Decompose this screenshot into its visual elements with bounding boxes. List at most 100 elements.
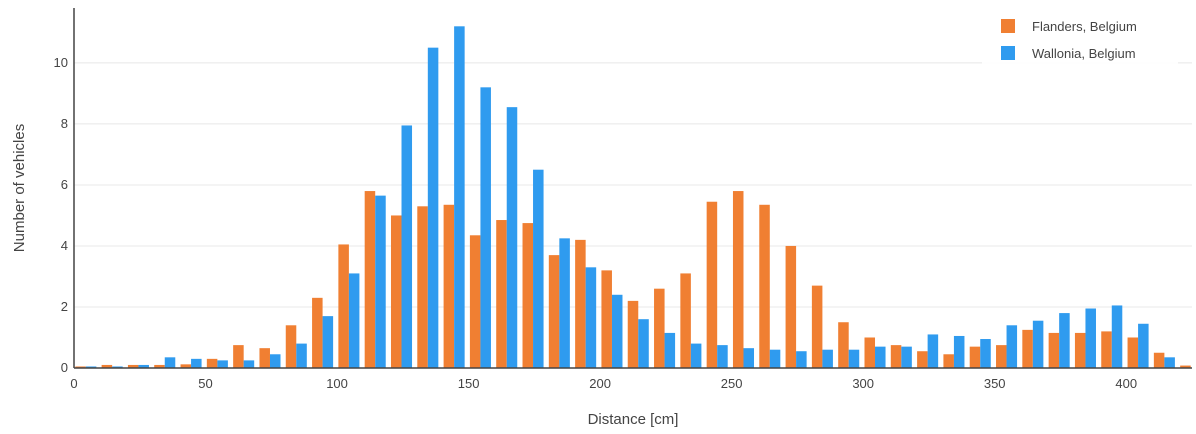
bar — [533, 169, 544, 368]
bars-group — [75, 26, 1191, 369]
bar — [654, 288, 665, 368]
bar — [348, 273, 360, 368]
bar — [1164, 357, 1175, 368]
bar — [285, 325, 297, 368]
bar — [638, 319, 649, 368]
bar — [469, 235, 481, 368]
bar — [1048, 332, 1060, 368]
bar — [443, 204, 455, 368]
bar — [401, 125, 413, 368]
bar — [1059, 313, 1070, 368]
bar — [1032, 320, 1044, 368]
legend-swatch-wallonia — [1001, 46, 1015, 60]
bar — [1006, 325, 1018, 368]
bar — [980, 339, 991, 368]
bar — [732, 191, 744, 368]
bar — [917, 351, 928, 368]
legend-label-wallonia: Wallonia, Belgium — [1032, 46, 1136, 61]
bar — [312, 297, 323, 368]
bar — [890, 345, 902, 368]
bar — [127, 364, 139, 368]
bar — [243, 360, 255, 368]
y-tick-label: 10 — [54, 55, 68, 70]
bar — [769, 349, 781, 368]
legend-swatch-flanders — [1001, 19, 1015, 33]
bar — [1074, 332, 1086, 368]
bar — [927, 334, 939, 368]
y-tick-label: 0 — [61, 360, 68, 375]
bar — [427, 47, 439, 369]
bar — [269, 354, 281, 368]
bar — [322, 316, 334, 368]
x-tick-label: 250 — [721, 376, 743, 391]
x-tick-label: 350 — [984, 376, 1006, 391]
bar — [338, 244, 349, 368]
bar — [1180, 365, 1191, 368]
bar — [506, 107, 518, 369]
y-tick-label: 8 — [61, 116, 68, 131]
y-gridlines — [74, 62, 1192, 308]
x-tick-label: 150 — [458, 376, 480, 391]
bar — [390, 215, 402, 368]
bar — [1022, 329, 1033, 368]
bar — [785, 245, 797, 368]
bar — [822, 349, 833, 368]
y-tick-labels: 0 2 4 6 8 10 — [54, 55, 68, 375]
bar — [217, 360, 228, 368]
bar — [943, 354, 954, 368]
bar — [1153, 352, 1165, 368]
bar — [1101, 331, 1112, 368]
bar — [601, 270, 612, 368]
bar — [154, 364, 165, 368]
bar — [559, 238, 570, 368]
bar — [233, 345, 244, 368]
bar — [364, 191, 376, 368]
bar — [611, 294, 623, 368]
bar — [996, 345, 1007, 368]
axes — [73, 8, 1192, 369]
y-axis-title: Number of vehicles — [11, 124, 28, 252]
y-tick-label: 6 — [61, 177, 68, 192]
bar — [1127, 337, 1139, 368]
bar — [969, 346, 981, 368]
bar — [180, 364, 192, 368]
x-axis-title: Distance [cm] — [588, 411, 679, 428]
bar — [690, 343, 702, 368]
bar — [480, 87, 491, 369]
bar — [875, 346, 886, 368]
bar — [1138, 323, 1149, 368]
bar — [901, 346, 912, 368]
bar — [796, 351, 807, 368]
y-tick-label: 2 — [61, 299, 68, 314]
bar — [811, 285, 823, 368]
x-tick-label: 300 — [852, 376, 874, 391]
bar — [522, 223, 534, 368]
bar — [85, 366, 97, 368]
bar — [296, 343, 307, 368]
x-tick-label: 100 — [326, 376, 348, 391]
bar — [375, 195, 386, 368]
x-tick-label: 50 — [198, 376, 212, 391]
bar — [717, 345, 728, 368]
bar — [706, 201, 718, 368]
bar — [743, 348, 755, 368]
legend: Flanders, Belgium Wallonia, Belgium — [982, 10, 1178, 72]
bar — [953, 335, 965, 368]
bar — [206, 358, 218, 368]
bar — [627, 300, 639, 368]
bar — [759, 204, 770, 368]
y-tick-label: 4 — [61, 238, 68, 253]
bar — [75, 366, 86, 368]
bar — [417, 206, 428, 368]
bar — [1111, 305, 1123, 368]
bar — [848, 349, 860, 368]
bar — [164, 357, 176, 368]
bar — [664, 332, 676, 368]
x-tick-label: 400 — [1115, 376, 1137, 391]
bar — [101, 364, 113, 368]
bar — [112, 366, 123, 368]
bar — [496, 220, 507, 368]
bar — [259, 348, 270, 368]
bar — [138, 364, 149, 368]
